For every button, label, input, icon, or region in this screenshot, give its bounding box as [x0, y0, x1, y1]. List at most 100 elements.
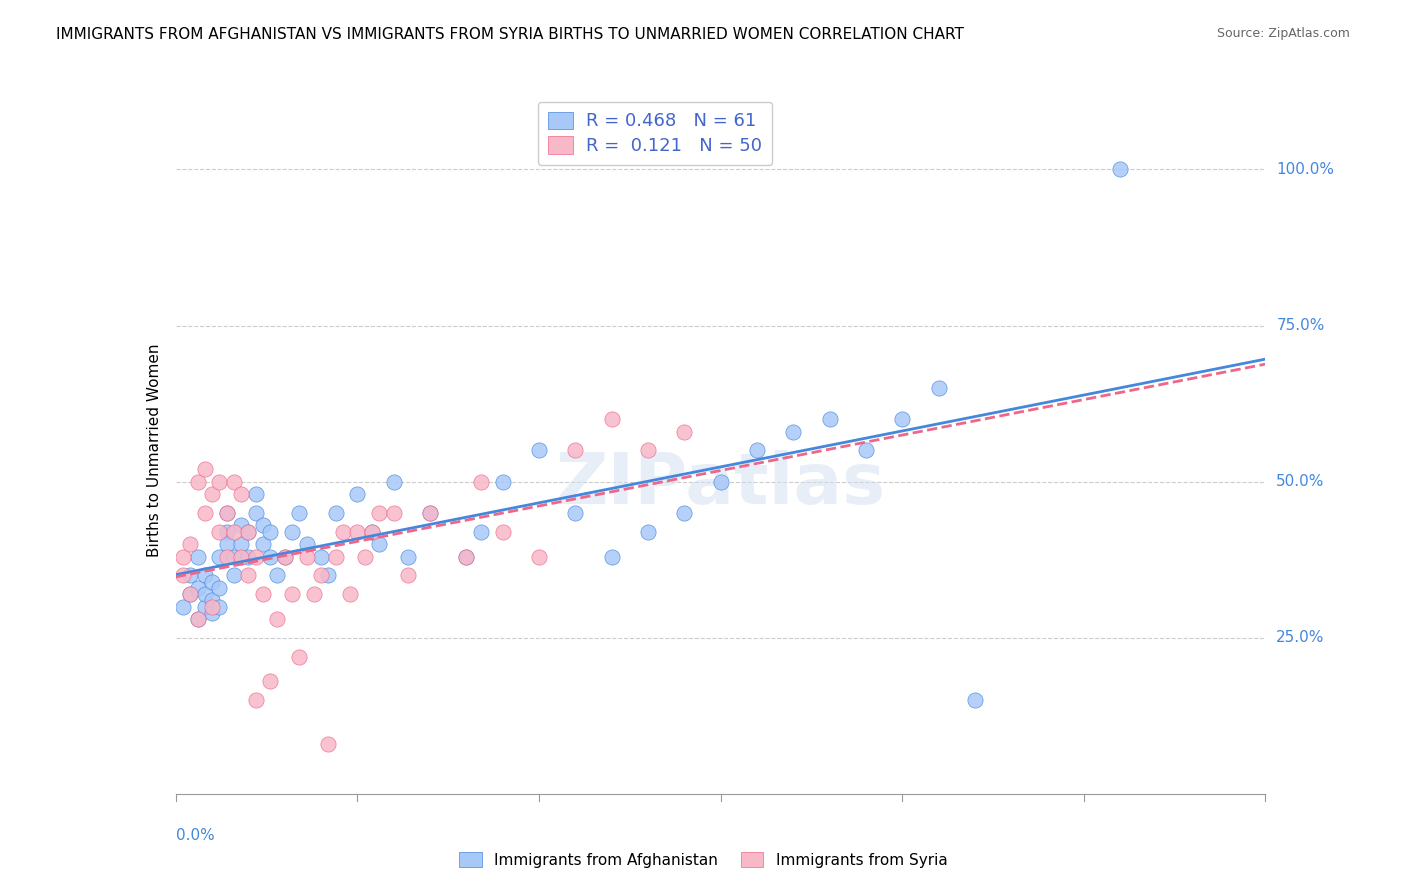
Point — [208, 475, 231, 489]
Point — [201, 593, 224, 607]
Point — [353, 549, 375, 564]
Point — [252, 587, 274, 601]
Point — [186, 612, 209, 626]
Point — [963, 693, 986, 707]
Point — [274, 549, 297, 564]
Point — [492, 475, 515, 489]
Point — [266, 612, 288, 626]
Point — [396, 568, 419, 582]
Text: 100.0%: 100.0% — [1277, 162, 1334, 177]
Point — [194, 462, 217, 476]
Point — [222, 568, 245, 582]
Point — [564, 443, 586, 458]
Point — [245, 693, 267, 707]
Point — [222, 549, 245, 564]
Point — [818, 412, 841, 426]
Legend: Immigrants from Afghanistan, Immigrants from Syria: Immigrants from Afghanistan, Immigrants … — [451, 844, 955, 875]
Point — [208, 549, 231, 564]
Point — [194, 568, 217, 582]
Point — [470, 524, 492, 539]
Point — [288, 506, 311, 520]
Point — [252, 518, 274, 533]
Point — [215, 506, 238, 520]
Point — [238, 524, 260, 539]
Point — [259, 524, 281, 539]
Point — [215, 549, 238, 564]
Point — [600, 412, 623, 426]
Point — [222, 475, 245, 489]
Point — [208, 581, 231, 595]
Text: 75.0%: 75.0% — [1277, 318, 1324, 333]
Point — [339, 587, 361, 601]
Point — [281, 524, 304, 539]
Point — [215, 537, 238, 551]
Point — [215, 524, 238, 539]
Point — [215, 506, 238, 520]
Point — [238, 524, 260, 539]
Point — [332, 524, 354, 539]
Point — [186, 612, 209, 626]
Point — [194, 506, 217, 520]
Point — [1109, 162, 1132, 177]
Point — [346, 487, 368, 501]
Point — [325, 549, 347, 564]
Point — [208, 524, 231, 539]
Point — [238, 549, 260, 564]
Point — [231, 518, 253, 533]
Point — [231, 487, 253, 501]
Point — [179, 587, 201, 601]
Point — [325, 506, 347, 520]
Point — [710, 475, 733, 489]
Point — [360, 524, 382, 539]
Point — [274, 549, 297, 564]
Point — [637, 443, 659, 458]
Point — [172, 549, 194, 564]
Point — [470, 475, 492, 489]
Y-axis label: Births to Unmarried Women: Births to Unmarried Women — [146, 343, 162, 558]
Point — [368, 537, 391, 551]
Point — [172, 568, 194, 582]
Point — [172, 599, 194, 614]
Point — [368, 506, 391, 520]
Point — [318, 737, 340, 751]
Point — [194, 587, 217, 601]
Point — [456, 549, 478, 564]
Point — [309, 568, 332, 582]
Point — [186, 549, 209, 564]
Point — [527, 443, 550, 458]
Text: ZIPatlas: ZIPatlas — [555, 450, 886, 519]
Text: Source: ZipAtlas.com: Source: ZipAtlas.com — [1216, 27, 1350, 40]
Legend: R = 0.468   N = 61, R =  0.121   N = 50: R = 0.468 N = 61, R = 0.121 N = 50 — [538, 102, 772, 165]
Point — [360, 524, 382, 539]
Point — [673, 506, 696, 520]
Point — [252, 537, 274, 551]
Point — [346, 524, 368, 539]
Point — [928, 381, 950, 395]
Point — [245, 549, 267, 564]
Point — [231, 537, 253, 551]
Point — [318, 568, 340, 582]
Point — [673, 425, 696, 439]
Point — [745, 443, 768, 458]
Point — [302, 587, 325, 601]
Point — [295, 537, 318, 551]
Text: 25.0%: 25.0% — [1277, 631, 1324, 645]
Point — [231, 549, 253, 564]
Text: 50.0%: 50.0% — [1277, 475, 1324, 489]
Point — [782, 425, 804, 439]
Point — [259, 674, 281, 689]
Point — [419, 506, 441, 520]
Point — [492, 524, 515, 539]
Point — [222, 524, 245, 539]
Point — [637, 524, 659, 539]
Point — [456, 549, 478, 564]
Point — [238, 568, 260, 582]
Point — [201, 574, 224, 589]
Point — [396, 549, 419, 564]
Point — [855, 443, 877, 458]
Text: IMMIGRANTS FROM AFGHANISTAN VS IMMIGRANTS FROM SYRIA BIRTHS TO UNMARRIED WOMEN C: IMMIGRANTS FROM AFGHANISTAN VS IMMIGRANT… — [56, 27, 965, 42]
Point — [245, 506, 267, 520]
Point — [419, 506, 441, 520]
Point — [208, 599, 231, 614]
Point — [245, 487, 267, 501]
